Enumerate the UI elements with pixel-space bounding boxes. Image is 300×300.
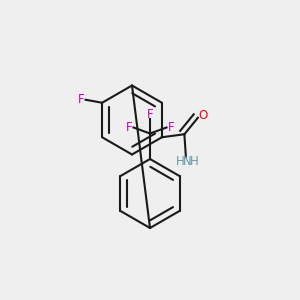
Text: F: F — [168, 121, 174, 134]
Text: H: H — [176, 155, 185, 168]
Text: F: F — [147, 107, 153, 121]
Text: O: O — [199, 109, 208, 122]
Text: H: H — [190, 155, 199, 168]
Text: N: N — [183, 155, 192, 168]
Text: F: F — [77, 93, 84, 106]
Text: F: F — [126, 121, 132, 134]
